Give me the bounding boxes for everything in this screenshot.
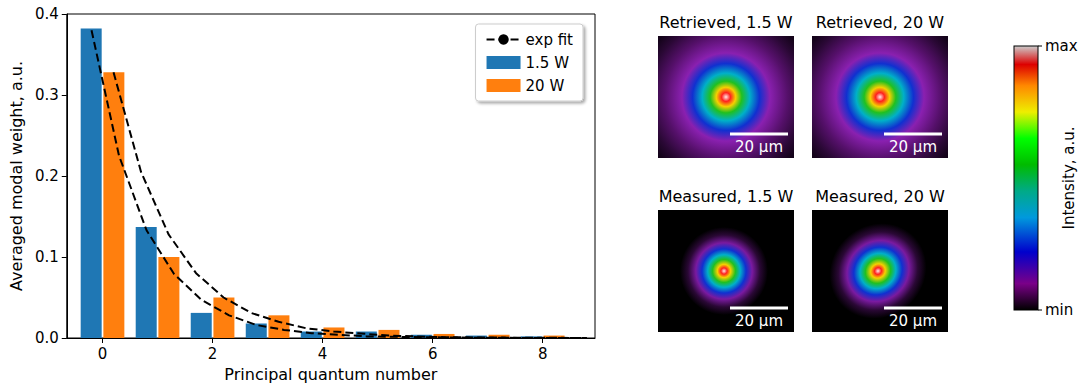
svg-text:max: max (1045, 37, 1078, 55)
svg-text:20 W: 20 W (526, 77, 565, 95)
svg-text:2: 2 (208, 345, 218, 363)
svg-text:Measured, 1.5 W: Measured, 1.5 W (659, 187, 794, 206)
svg-text:1.5 W: 1.5 W (526, 54, 570, 72)
svg-text:0.3: 0.3 (35, 86, 59, 104)
svg-text:0.4: 0.4 (35, 5, 59, 23)
svg-text:0.1: 0.1 (35, 248, 59, 266)
svg-text:6: 6 (428, 345, 438, 363)
svg-text:Retrieved, 1.5 W: Retrieved, 1.5 W (659, 13, 793, 32)
svg-text:min: min (1045, 301, 1073, 319)
svg-text:Measured, 20 W: Measured, 20 W (815, 187, 945, 206)
svg-text:Principal quantum number: Principal quantum number (224, 365, 437, 384)
svg-text:0.0: 0.0 (35, 329, 59, 347)
svg-text:20 µm: 20 µm (889, 138, 937, 156)
svg-text:8: 8 (538, 345, 548, 363)
svg-text:4: 4 (318, 345, 328, 363)
svg-text:Retrieved, 20 W: Retrieved, 20 W (816, 13, 944, 32)
svg-text:0.2: 0.2 (35, 167, 59, 185)
svg-text:Intensity, a.u.: Intensity, a.u. (1060, 126, 1078, 229)
svg-text:0: 0 (98, 345, 108, 363)
svg-text:exp fit: exp fit (526, 31, 574, 49)
svg-text:20 µm: 20 µm (735, 312, 783, 330)
svg-text:Averaged modal weight, a.u.: Averaged modal weight, a.u. (7, 61, 26, 291)
svg-text:20 µm: 20 µm (735, 138, 783, 156)
svg-text:20 µm: 20 µm (889, 312, 937, 330)
